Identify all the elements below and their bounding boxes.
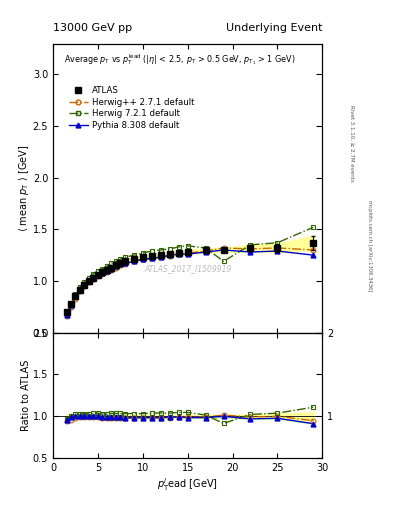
Text: 13000 GeV pp: 13000 GeV pp (53, 23, 132, 33)
Y-axis label: Ratio to ATLAS: Ratio to ATLAS (22, 360, 31, 431)
X-axis label: $p_{\rm T}^{l}$ead [GeV]: $p_{\rm T}^{l}$ead [GeV] (157, 476, 218, 493)
Legend: ATLAS, Herwig++ 2.7.1 default, Herwig 7.2.1 default, Pythia 8.308 default: ATLAS, Herwig++ 2.7.1 default, Herwig 7.… (66, 82, 198, 133)
Text: Rivet 3.1.10, ≥ 2.7M events: Rivet 3.1.10, ≥ 2.7M events (349, 105, 354, 182)
Text: ATLAS_2017_I1509919: ATLAS_2017_I1509919 (144, 265, 231, 273)
Text: Average $p_{\rm T}$ vs $p_{\rm T}^{\rm lead}$ ($|\eta|$ < 2.5, $p_{\rm T}$ > 0.5: Average $p_{\rm T}$ vs $p_{\rm T}^{\rm l… (64, 52, 295, 67)
Text: mcplots.cern.ch [arXiv:1306.3436]: mcplots.cern.ch [arXiv:1306.3436] (367, 200, 372, 291)
Y-axis label: $\langle$ mean $p_{\rm T}$ $\rangle$ [GeV]: $\langle$ mean $p_{\rm T}$ $\rangle$ [Ge… (17, 144, 31, 232)
Text: Underlying Event: Underlying Event (226, 23, 322, 33)
